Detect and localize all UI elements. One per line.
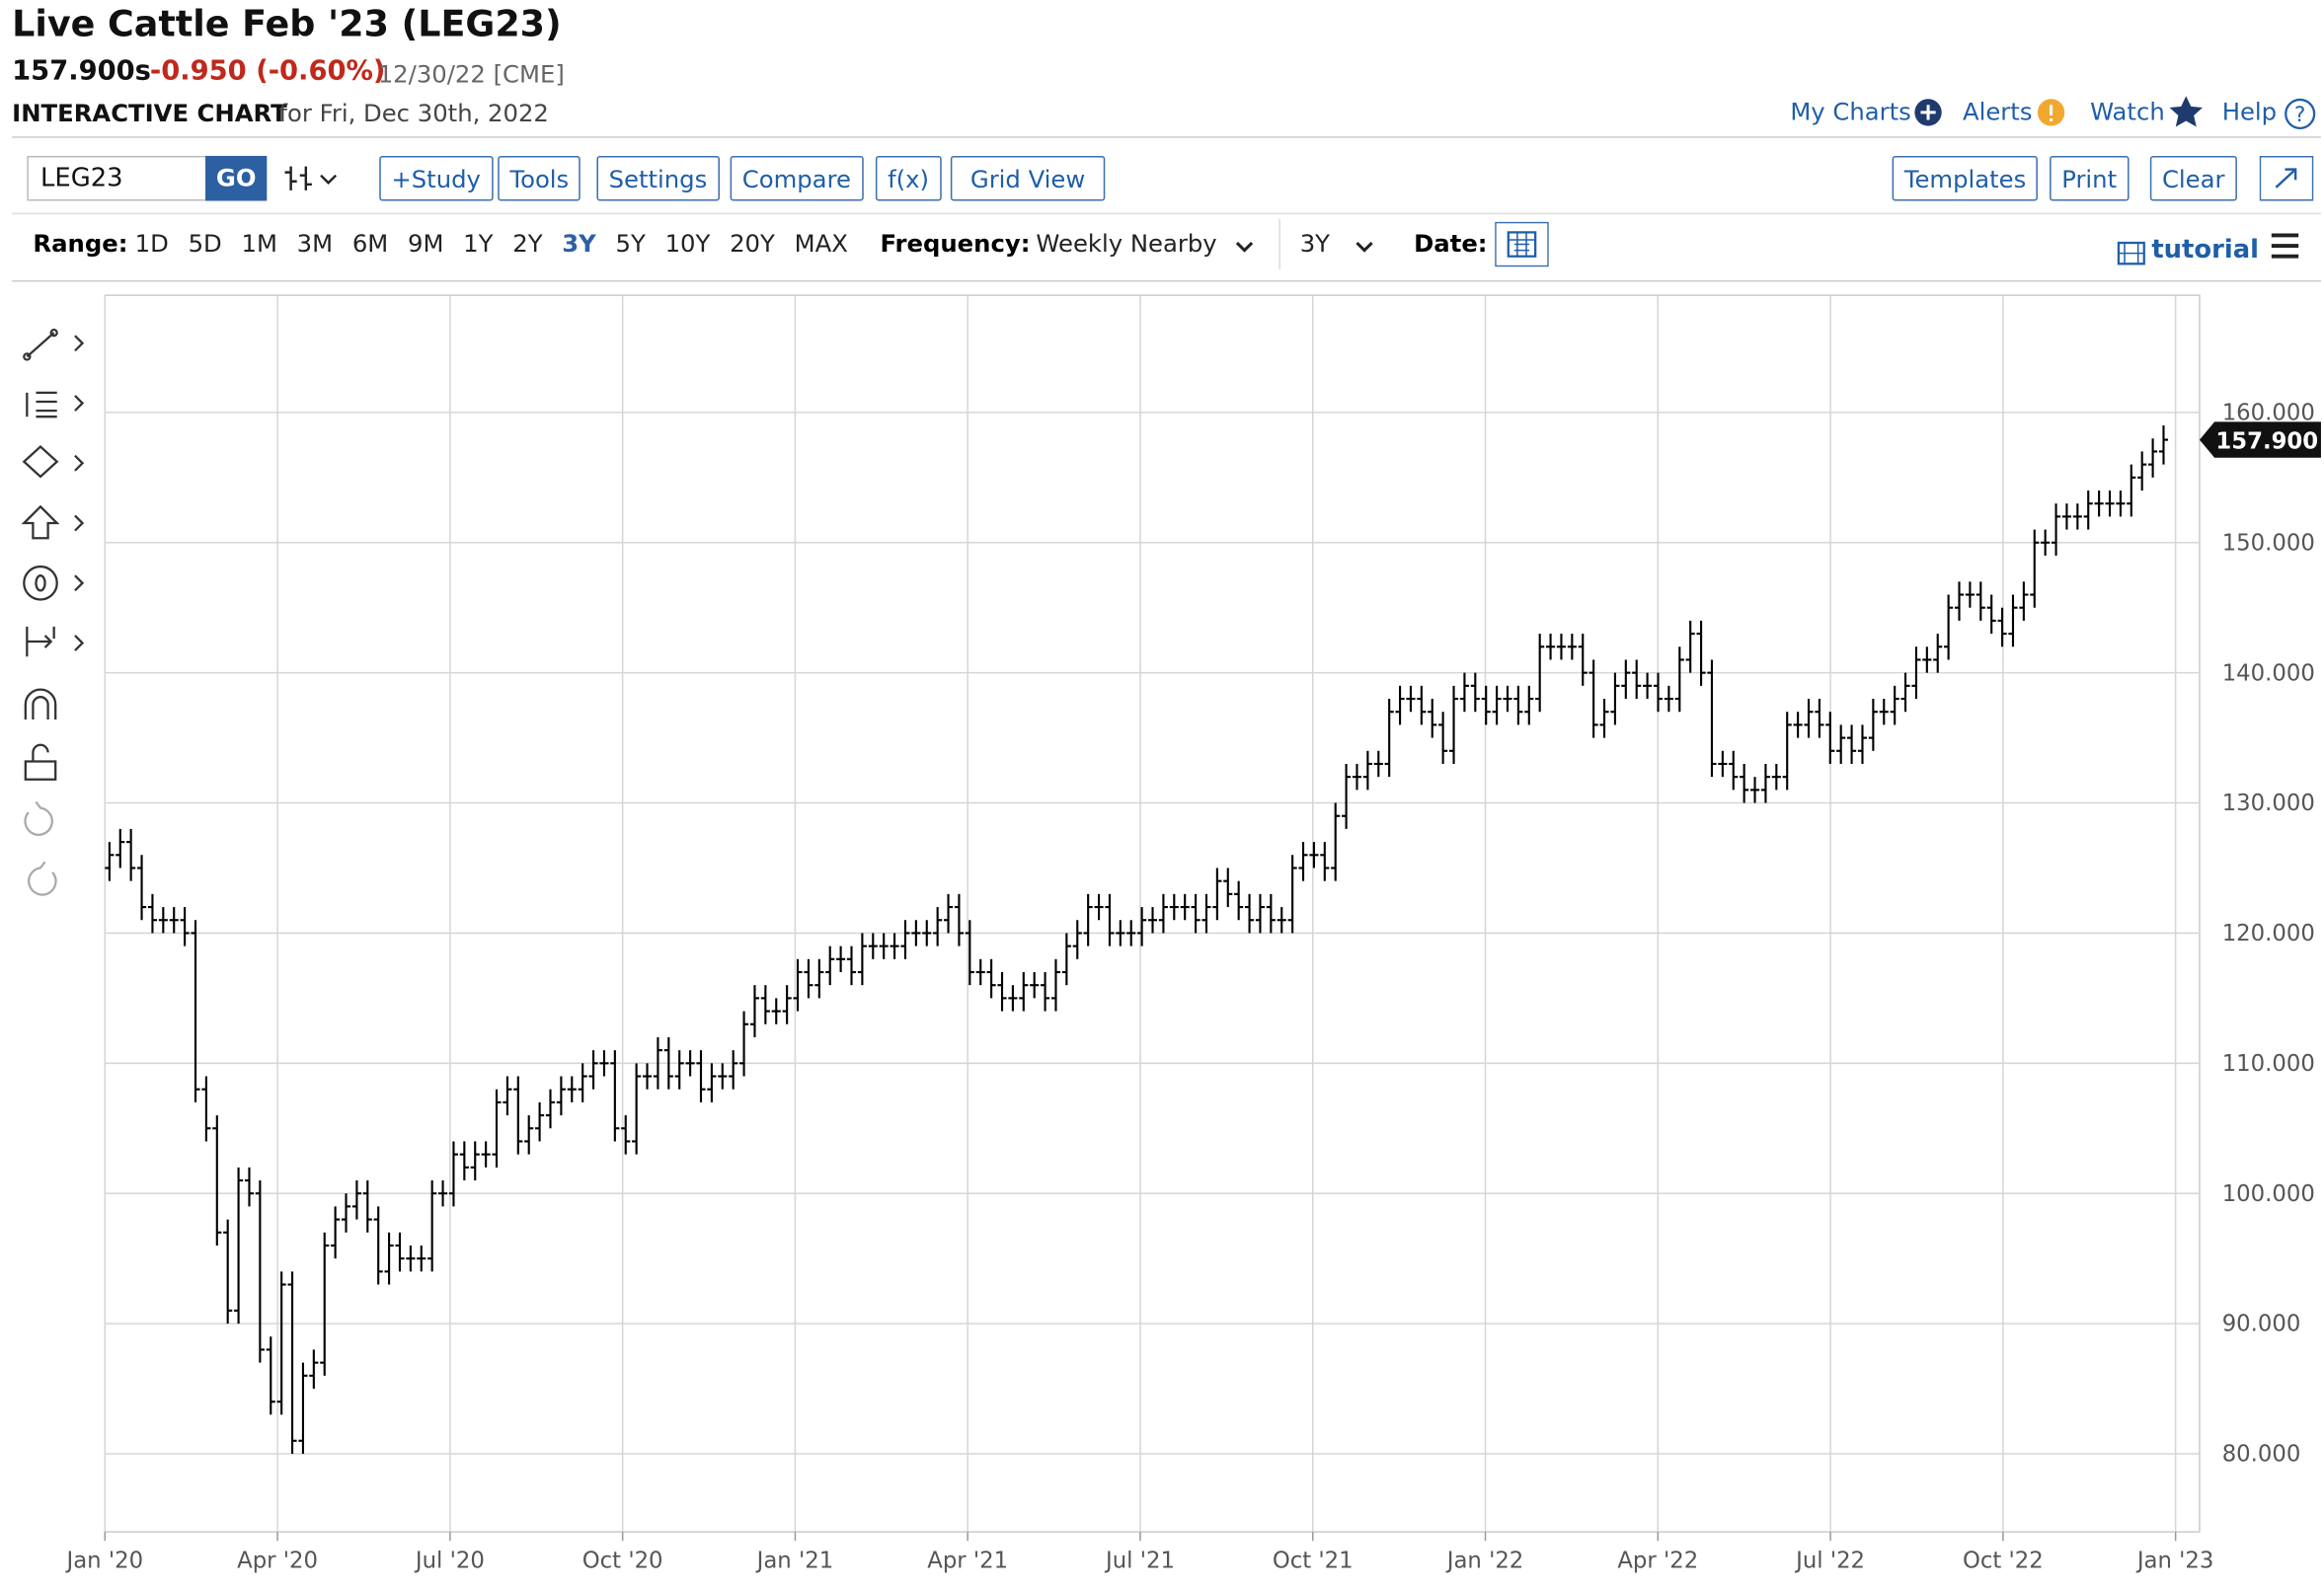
chevron bbox=[1356, 241, 1373, 253]
symbol-input[interactable]: LEG23 bbox=[27, 155, 207, 201]
x-tick-label: Oct '21 bbox=[1273, 1549, 1354, 1574]
range-option[interactable]: 1M bbox=[241, 229, 277, 259]
range-option[interactable]: 10Y bbox=[664, 229, 711, 259]
date-picker[interactable] bbox=[1495, 221, 1549, 267]
go-button[interactable]: GO bbox=[205, 155, 268, 201]
icon-plus bbox=[1914, 99, 1942, 126]
last-price-label: 157.900 bbox=[2215, 429, 2318, 455]
range-option[interactable]: 9M bbox=[408, 229, 444, 259]
divider bbox=[12, 212, 2321, 215]
range-option[interactable]: 6M bbox=[351, 229, 389, 259]
x-tick-label: Jan '20 bbox=[65, 1549, 144, 1574]
top-link[interactable]: Help bbox=[2221, 97, 2278, 126]
x-tick-label: Jul '22 bbox=[1794, 1549, 1865, 1574]
y-tick-label: 140.000 bbox=[2222, 660, 2315, 686]
y-tick-label: 130.000 bbox=[2222, 791, 2315, 816]
top-link[interactable]: Watch bbox=[2090, 97, 2165, 126]
x-tick-label: Jan '22 bbox=[1445, 1549, 1524, 1574]
y-tick-label: 150.000 bbox=[2222, 530, 2315, 556]
toolbar-button[interactable]: Grid View bbox=[950, 155, 1106, 201]
top-link[interactable]: Alerts bbox=[1962, 97, 2033, 126]
drawing-tools bbox=[21, 328, 85, 896]
range-option[interactable]: 5Y bbox=[615, 229, 646, 259]
frequency-label: Frequency: bbox=[880, 229, 1031, 259]
range-options: 1D 5D 1M 3M 6M 9M 1Y 2Y 3Y 5Y 10Y 20Y MAX bbox=[135, 229, 848, 258]
divider bbox=[12, 136, 2321, 138]
toolbar-button[interactable]: f(x) bbox=[875, 155, 942, 201]
x-tick-label: Jan '21 bbox=[755, 1549, 834, 1574]
toolbar-button[interactable]: Print bbox=[2050, 155, 2130, 201]
toolbar-button[interactable]: Settings bbox=[596, 155, 720, 201]
y-tick-label: 90.000 bbox=[2222, 1312, 2301, 1337]
divider bbox=[1278, 218, 1280, 270]
range-option[interactable]: MAX bbox=[794, 229, 848, 259]
chevron bbox=[1235, 241, 1254, 253]
x-tick-label: Jul '21 bbox=[1104, 1549, 1175, 1574]
svg-text:?: ? bbox=[2294, 103, 2305, 127]
period-select[interactable]: 3Y bbox=[1299, 229, 1331, 259]
frequency-select[interactable]: Weekly Nearby bbox=[1036, 229, 1217, 259]
title: Live Cattle Feb '23 (LEG23) bbox=[12, 3, 562, 45]
subtitle-date: for Fri, Dec 30th, 2022 bbox=[278, 99, 549, 128]
fullscreen-button[interactable] bbox=[2259, 155, 2314, 201]
y-tick-label: 160.000 bbox=[2222, 400, 2315, 425]
toolbar-button[interactable]: Compare bbox=[730, 155, 864, 201]
range-option[interactable]: 3Y bbox=[562, 229, 596, 259]
chart-type-menu[interactable] bbox=[282, 161, 343, 196]
toolbar-button[interactable]: Templates bbox=[1892, 155, 2039, 201]
toolbar-button[interactable]: Clear bbox=[2149, 155, 2237, 201]
x-tick-label: Oct '20 bbox=[582, 1549, 663, 1574]
price: 157.900s bbox=[12, 55, 151, 88]
top-link[interactable]: My Charts bbox=[1790, 97, 1911, 126]
y-tick-label: 100.000 bbox=[2222, 1181, 2315, 1207]
range-option[interactable]: 2Y bbox=[512, 229, 543, 259]
toolbar-button[interactable]: Tools bbox=[498, 155, 581, 201]
date-label: Date: bbox=[1414, 229, 1488, 259]
menu-icon[interactable] bbox=[2269, 231, 2301, 261]
icon-film bbox=[2117, 241, 2145, 265]
range-option[interactable]: 20Y bbox=[730, 229, 775, 259]
y-tick-label: 80.000 bbox=[2222, 1442, 2301, 1468]
x-tick-label: Apr '22 bbox=[1617, 1549, 1698, 1574]
range-option[interactable]: 5D bbox=[188, 229, 222, 259]
icon-star bbox=[2169, 96, 2203, 127]
subtitle: INTERACTIVE CHART bbox=[12, 99, 287, 128]
y-tick-label: 120.000 bbox=[2222, 921, 2315, 946]
range-label: Range: bbox=[33, 229, 128, 259]
price-change: -0.950 (-0.60%) bbox=[149, 55, 386, 88]
range-option[interactable]: 3M bbox=[296, 229, 334, 259]
divider bbox=[12, 279, 2321, 282]
y-tick-label: 110.000 bbox=[2222, 1051, 2315, 1077]
icon-alert bbox=[2037, 99, 2065, 126]
x-tick-label: Jul '20 bbox=[414, 1549, 485, 1574]
x-tick-label: Oct '22 bbox=[1963, 1549, 2044, 1574]
tutorial-link[interactable]: tutorial bbox=[2151, 235, 2259, 265]
range-option[interactable]: 1Y bbox=[463, 229, 494, 259]
last-price-flag bbox=[2199, 421, 2321, 458]
x-tick-label: Apr '20 bbox=[237, 1549, 318, 1574]
quote-date: 12/30/22 [CME] bbox=[377, 59, 565, 89]
x-tick-label: Apr '21 bbox=[927, 1549, 1008, 1574]
range-option[interactable]: 1D bbox=[134, 229, 169, 259]
x-tick-label: Jan '23 bbox=[2135, 1549, 2214, 1574]
icon-help: ? bbox=[2285, 98, 2316, 129]
toolbar-button[interactable]: +Study bbox=[379, 155, 494, 201]
